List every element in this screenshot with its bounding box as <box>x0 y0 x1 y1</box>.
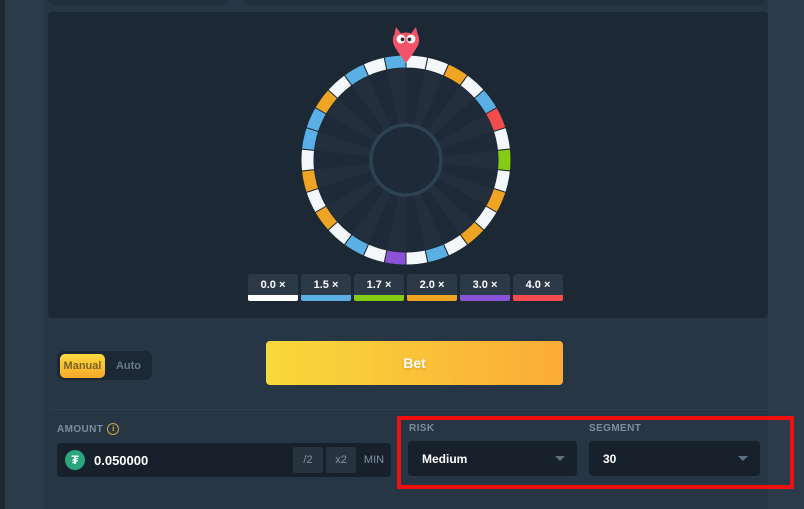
legend-multiplier-label: 1.5 × <box>301 274 351 295</box>
legend-chip: 2.0 × <box>407 274 457 301</box>
legend-chip: 3.0 × <box>460 274 510 301</box>
chevron-down-icon <box>555 456 565 461</box>
risk-value: Medium <box>422 451 468 466</box>
chevron-down-icon <box>738 456 748 461</box>
legend-color-bar <box>513 295 563 301</box>
risk-dropdown[interactable]: Medium <box>408 441 577 476</box>
legend-color-bar <box>407 295 457 301</box>
legend-chip: 0.0 × <box>248 274 298 301</box>
risk-label: RISK <box>409 423 435 434</box>
owl-body <box>392 27 420 63</box>
legend-multiplier-label: 1.7 × <box>354 274 404 295</box>
wheel-game-panel: 0.0 × 1.5 × 1.7 × 2.0 × 3.0 × 4.0 × <box>48 12 768 318</box>
top-cutoff-panel-left <box>48 0 229 5</box>
multiplier-legend: 0.0 × 1.5 × 1.7 × 2.0 × 3.0 × 4.0 × <box>248 274 563 301</box>
mode-toggle: Manual Auto <box>57 351 152 380</box>
wheel-svg <box>300 54 512 266</box>
legend-chip: 4.0 × <box>513 274 563 301</box>
auto-tab[interactable]: Auto <box>115 359 142 372</box>
amount-input[interactable] <box>94 452 293 468</box>
page-right-gutter <box>768 0 804 509</box>
tether-coin-icon: ₮ <box>65 450 85 470</box>
legend-color-bar <box>460 295 510 301</box>
owl-pointer-icon <box>392 27 420 63</box>
controls-divider <box>51 409 793 410</box>
legend-multiplier-label: 2.0 × <box>407 274 457 295</box>
legend-multiplier-label: 3.0 × <box>460 274 510 295</box>
top-cutoff-panel-right <box>243 0 766 5</box>
legend-chip: 1.7 × <box>354 274 404 301</box>
bet-button[interactable]: Bet <box>266 341 563 385</box>
amount-field: ₮ /2 x2 MIN <box>57 443 391 477</box>
legend-color-bar <box>248 295 298 301</box>
page-left-gutter <box>5 0 44 509</box>
double-bet-button[interactable]: x2 <box>326 447 356 473</box>
segment-value: 30 <box>603 451 617 466</box>
segment-label: SEGMENT <box>589 423 642 434</box>
legend-multiplier-label: 4.0 × <box>513 274 563 295</box>
manual-tab[interactable]: Manual <box>60 353 105 378</box>
page-left-strip <box>0 0 5 509</box>
legend-color-bar <box>301 295 351 301</box>
segment-dropdown[interactable]: 30 <box>589 441 760 476</box>
amount-label: AMOUNT <box>57 423 104 435</box>
legend-chip: 1.5 × <box>301 274 351 301</box>
info-icon[interactable]: i <box>107 423 120 435</box>
min-bet-button[interactable]: MIN <box>363 454 385 466</box>
legend-multiplier-label: 0.0 × <box>248 274 298 295</box>
half-bet-button[interactable]: /2 <box>293 447 323 473</box>
legend-color-bar <box>354 295 404 301</box>
